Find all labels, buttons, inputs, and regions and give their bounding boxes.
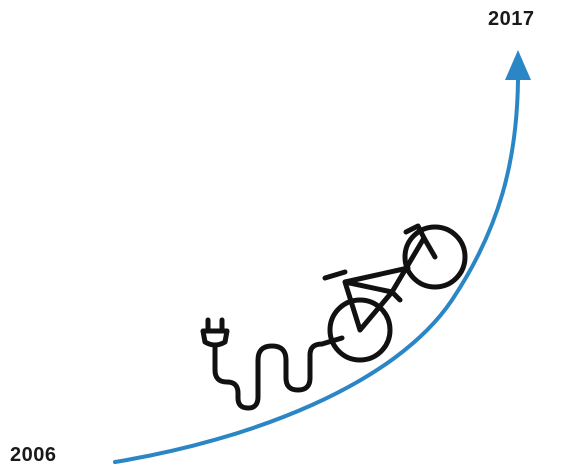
cable-icon: [212, 335, 345, 411]
bike-frame: [342, 235, 438, 333]
front-wheel: [402, 224, 468, 290]
bike-handlebar: [403, 223, 427, 241]
plug-icon: [200, 317, 230, 348]
end-year-label: 2017: [488, 8, 535, 30]
bike-seat: [322, 269, 348, 281]
bike-crank: [389, 289, 403, 303]
growth-arrow: [113, 50, 531, 464]
start-year-label: 2006: [10, 444, 57, 466]
arrow-head-icon: [505, 50, 531, 80]
growth-curve: [113, 78, 520, 464]
rear-wheel: [327, 297, 393, 363]
electric-bike-icon: [200, 223, 468, 411]
